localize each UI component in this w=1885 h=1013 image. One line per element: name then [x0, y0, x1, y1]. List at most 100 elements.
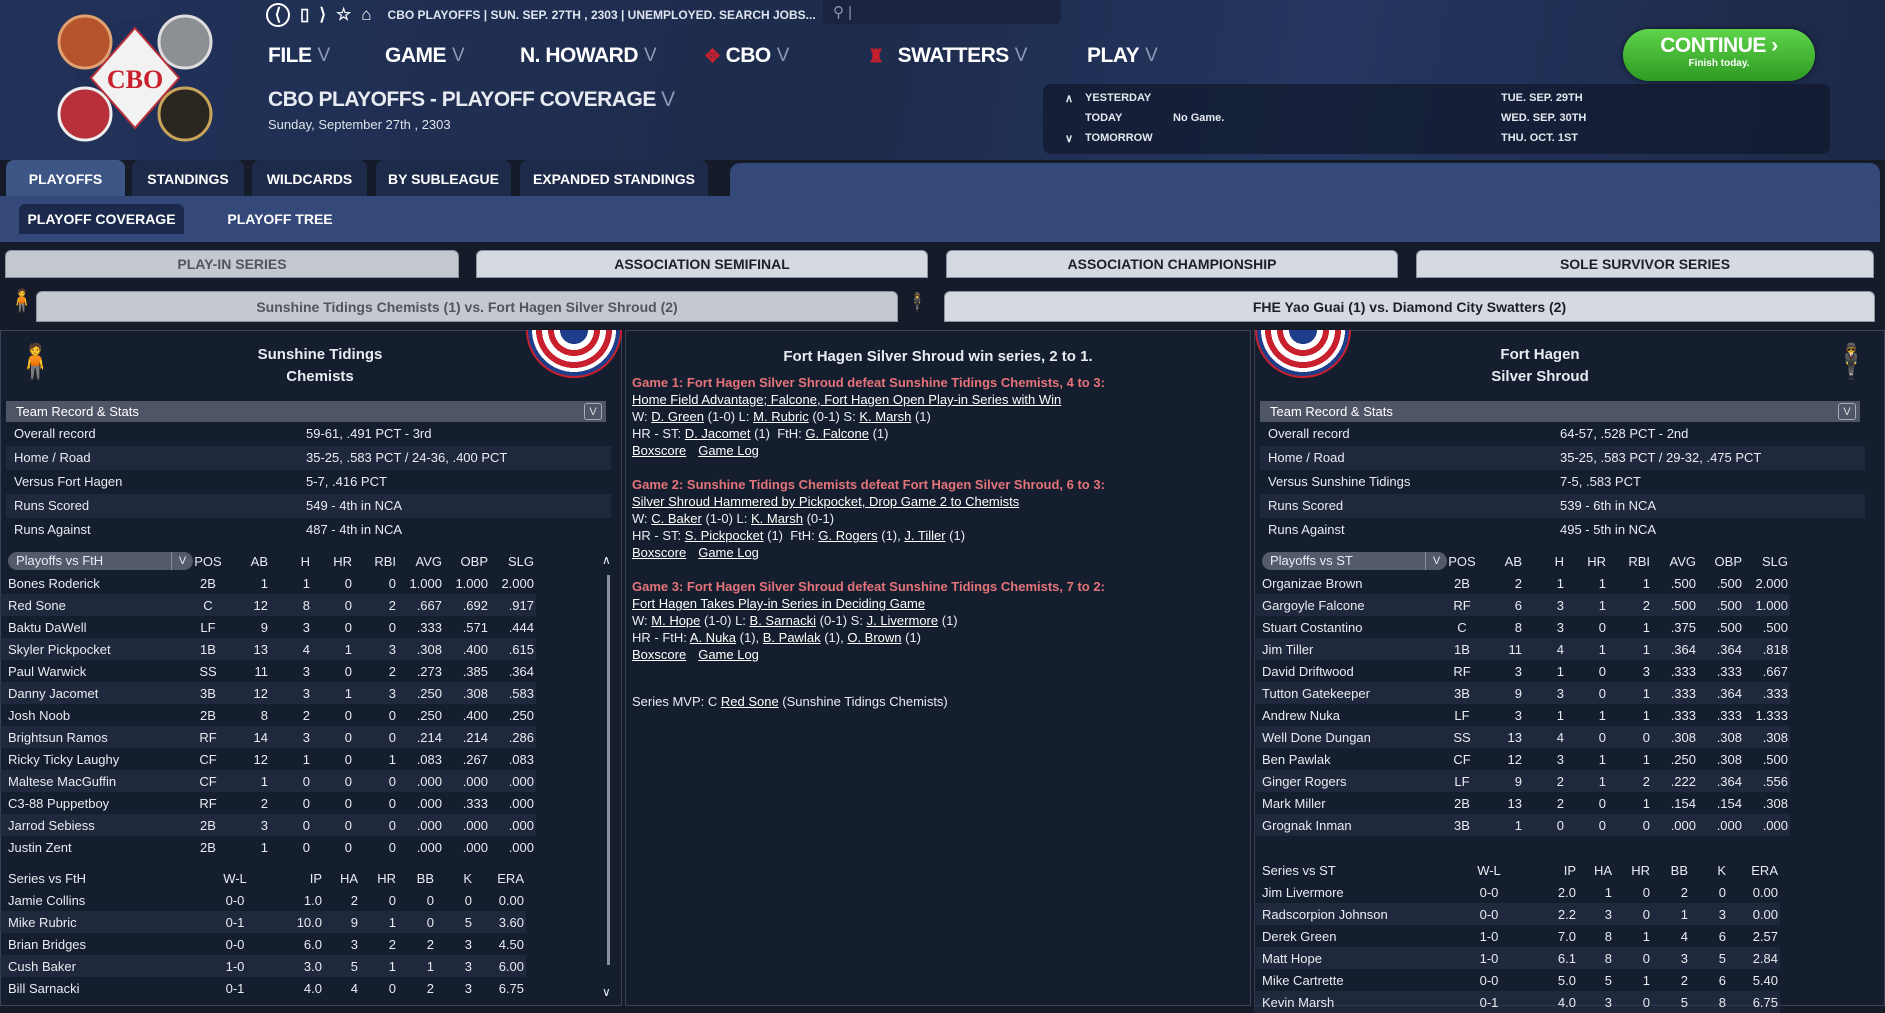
boxscore-link[interactable]: Boxscore [632, 545, 687, 560]
team-record-header[interactable]: Team Record & Stats V [1260, 401, 1860, 422]
table-row[interactable]: Skyler Pickpocket 1B 13 4 1 3.308.400.615 [0, 638, 536, 660]
column-header[interactable]: W-L [223, 870, 247, 886]
menu-cbo[interactable]: ✥ CBO V [705, 44, 789, 68]
column-header[interactable]: ERA [497, 870, 524, 886]
chevron-down-icon[interactable]: V [584, 403, 602, 420]
column-header[interactable]: AVG [1669, 553, 1697, 569]
table-row[interactable]: Bill Sarnacki 0-1 4.0 4 0 2 3 6.75 [0, 977, 526, 999]
game-headline-link[interactable]: Home Field Advantage; Falcone, Fort Hage… [632, 392, 1062, 407]
table-row[interactable]: Gargoyle Falcone RF 6 3 1 2.500.500 1.000 [1254, 594, 1790, 616]
table-row[interactable]: Brian Bridges 0-0 6.0 3 2 2 3 4.50 [0, 933, 526, 955]
player-link[interactable]: B. Sarnacki [749, 613, 817, 628]
table-row[interactable]: Mike Rubric 0-1 10.0 9 1 0 5 3.60 [0, 911, 526, 933]
table-row[interactable]: Kevin Marsh 0-1 4.0 3 0 5 8 6.75 [1254, 991, 1780, 1013]
page-title[interactable]: CBO PLAYOFFS - PLAYOFF COVERAGE V [268, 88, 675, 112]
tab-wildcards[interactable]: WILDCARDS [252, 160, 367, 198]
table-row[interactable]: Justin Zent 2B 1 0 0 0 .000 .000 .000 [0, 836, 536, 858]
table-row[interactable]: Jim Tiller 1B 11 4 1 1.364.364.818 [1254, 638, 1790, 660]
column-header[interactable]: W-L [1477, 862, 1501, 878]
column-header[interactable]: RBI [374, 553, 396, 569]
table-row[interactable]: Organizae Brown 2B 2 1 1 1 .500 .500 2.000 [1254, 572, 1790, 594]
up-arrow-icon[interactable]: ∧ [1065, 93, 1074, 105]
boxscore-link[interactable]: Boxscore [632, 443, 687, 458]
table-row[interactable]: Well Done Dungan SS 13 4 0 0.308.308.308 [1254, 726, 1790, 748]
calendar-date[interactable]: THU. OCT. 1ST [1501, 132, 1579, 144]
game-log-link[interactable]: Game Log [698, 443, 759, 458]
series-tab-semifinal[interactable]: ASSOCIATION SEMIFINAL [476, 250, 928, 278]
player-link[interactable]: O. Brown [847, 630, 902, 645]
chevron-down-icon[interactable]: V [1838, 403, 1856, 420]
table-row[interactable]: Ricky Ticky Laughy CF 12 1 0 1 .083 .267 .083 [0, 748, 536, 770]
boxscore-link[interactable]: Boxscore [632, 647, 687, 662]
search-input[interactable]: ⚲ | [823, 0, 1061, 24]
column-header[interactable]: HR [377, 870, 396, 886]
game-headline-link[interactable]: Silver Shroud Hammered by Pickpocket, Dr… [632, 494, 1020, 509]
player-link[interactable]: K. Marsh [859, 409, 912, 424]
column-header[interactable]: HR [333, 553, 352, 569]
player-link[interactable]: B. Pawlak [762, 630, 821, 645]
table-row[interactable]: Andrew Nuka LF 3 1 1 1.333.333 1.333 [1254, 704, 1790, 726]
home-icon[interactable]: ⌂ [361, 5, 372, 24]
tab-playoffs[interactable]: PLAYOFFS [6, 160, 125, 198]
table-row[interactable]: Stuart Costantino C 8 3 0 1 .375 .500 .500 [1254, 616, 1790, 638]
column-header[interactable]: AB [1504, 553, 1522, 569]
star-icon[interactable]: ☆ [336, 5, 352, 24]
game-headline-link[interactable]: Fort Hagen Takes Play-in Series in Decid… [632, 596, 926, 611]
player-link[interactable]: M. Rubric [753, 409, 809, 424]
today-label[interactable]: TODAY [1085, 112, 1123, 124]
table-row[interactable]: Derek Green 1-0 7.0 8 1 4 6 2.57 [1254, 925, 1780, 947]
column-header[interactable]: H [1554, 553, 1564, 569]
column-header[interactable]: ERA [1751, 862, 1778, 878]
column-header[interactable]: POS [194, 553, 222, 569]
player-link[interactable]: A. Nuka [689, 630, 737, 645]
player-link[interactable]: G. Falcone [805, 426, 869, 441]
back-icon[interactable]: ⟨ [266, 3, 290, 27]
column-header[interactable]: HR [1631, 862, 1650, 878]
table-row[interactable]: Grognak Inman 3B 1 0 0 0.000.000.000 [1254, 814, 1790, 836]
column-header[interactable]: H [300, 553, 310, 569]
column-header[interactable]: OBP [460, 553, 488, 569]
tab-expanded-standings[interactable]: EXPANDED STANDINGS [520, 160, 708, 198]
table-row[interactable]: David Driftwood RF 3 1 0 3 .333 .333 .667 [1254, 660, 1790, 682]
player-link[interactable]: M. Hope [651, 613, 701, 628]
player-link[interactable]: G. Rogers [818, 528, 878, 543]
column-header[interactable]: AVG [415, 553, 443, 569]
column-header[interactable]: K [463, 870, 472, 886]
table-row[interactable]: Ginger Rogers LF 9 2 1 2.222.364.556 [1254, 770, 1790, 792]
table-row[interactable]: Tutton Gatekeeper 3B 9 3 0 1.333.364.333 [1254, 682, 1790, 704]
column-header[interactable]: IP [1563, 862, 1576, 878]
player-link[interactable]: D. Jacomet [684, 426, 751, 441]
column-header[interactable]: SLG [1761, 553, 1788, 569]
table-row[interactable]: Mark Miller 2B 13 2 0 1 .154 .154 .308 [1254, 792, 1790, 814]
column-header[interactable]: POS [1448, 553, 1476, 569]
down-arrow-icon[interactable]: ∨ [1065, 133, 1074, 145]
tab-by-subleague[interactable]: BY SUBLEAGUE [376, 160, 511, 198]
scrollbar[interactable] [607, 575, 610, 965]
table-row[interactable]: Jim Livermore 0-0 2.0 1 0 2 0 0.00 [1254, 881, 1780, 903]
player-link[interactable]: C. Baker [651, 511, 702, 526]
scroll-up-icon[interactable]: ∧ [602, 553, 611, 567]
column-header[interactable]: HA [339, 870, 358, 886]
table-row[interactable]: Mike Cartrette 0-0 5.0 5 1 2 6 5.40 [1254, 969, 1780, 991]
scroll-down-icon[interactable]: ∨ [602, 985, 611, 999]
calendar-date[interactable]: TUE. SEP. 29TH [1501, 92, 1583, 104]
game-log-link[interactable]: Game Log [698, 647, 759, 662]
forward-icon[interactable]: ⟩ [319, 5, 326, 24]
continue-button[interactable]: CONTINUE › Finish today. [1623, 29, 1815, 81]
cbo-logo[interactable]: CBO [55, 10, 215, 150]
table-row[interactable]: Ben Pawlak CF 12 3 1 1 .250 .308 .500 [1254, 748, 1790, 770]
matchup-tab-2[interactable]: FHE Yao Guai (1) vs. Diamond City Swatte… [944, 291, 1875, 322]
column-header[interactable]: HR [1587, 553, 1606, 569]
table-row[interactable]: Radscorpion Johnson 0-0 2.2 3 0 1 3 0.00 [1254, 903, 1780, 925]
player-link[interactable]: K. Marsh [750, 511, 803, 526]
stat-selector[interactable]: Playoffs vs ST V [1254, 550, 1447, 572]
player-link[interactable]: D. Green [651, 409, 705, 424]
column-header[interactable]: AB [250, 553, 268, 569]
table-row[interactable]: Brightsun Ramos RF 14 3 0 0.214.214.286 [0, 726, 536, 748]
menu-file[interactable]: FILE V [268, 44, 330, 68]
player-link[interactable]: J. Livermore [866, 613, 939, 628]
tab-standings[interactable]: STANDINGS [132, 160, 244, 198]
menu-swatters[interactable]: ♜ SWATTERS V [868, 44, 1027, 68]
menu-game[interactable]: GAME V [385, 44, 465, 68]
player-link[interactable]: S. Pickpocket [684, 528, 764, 543]
